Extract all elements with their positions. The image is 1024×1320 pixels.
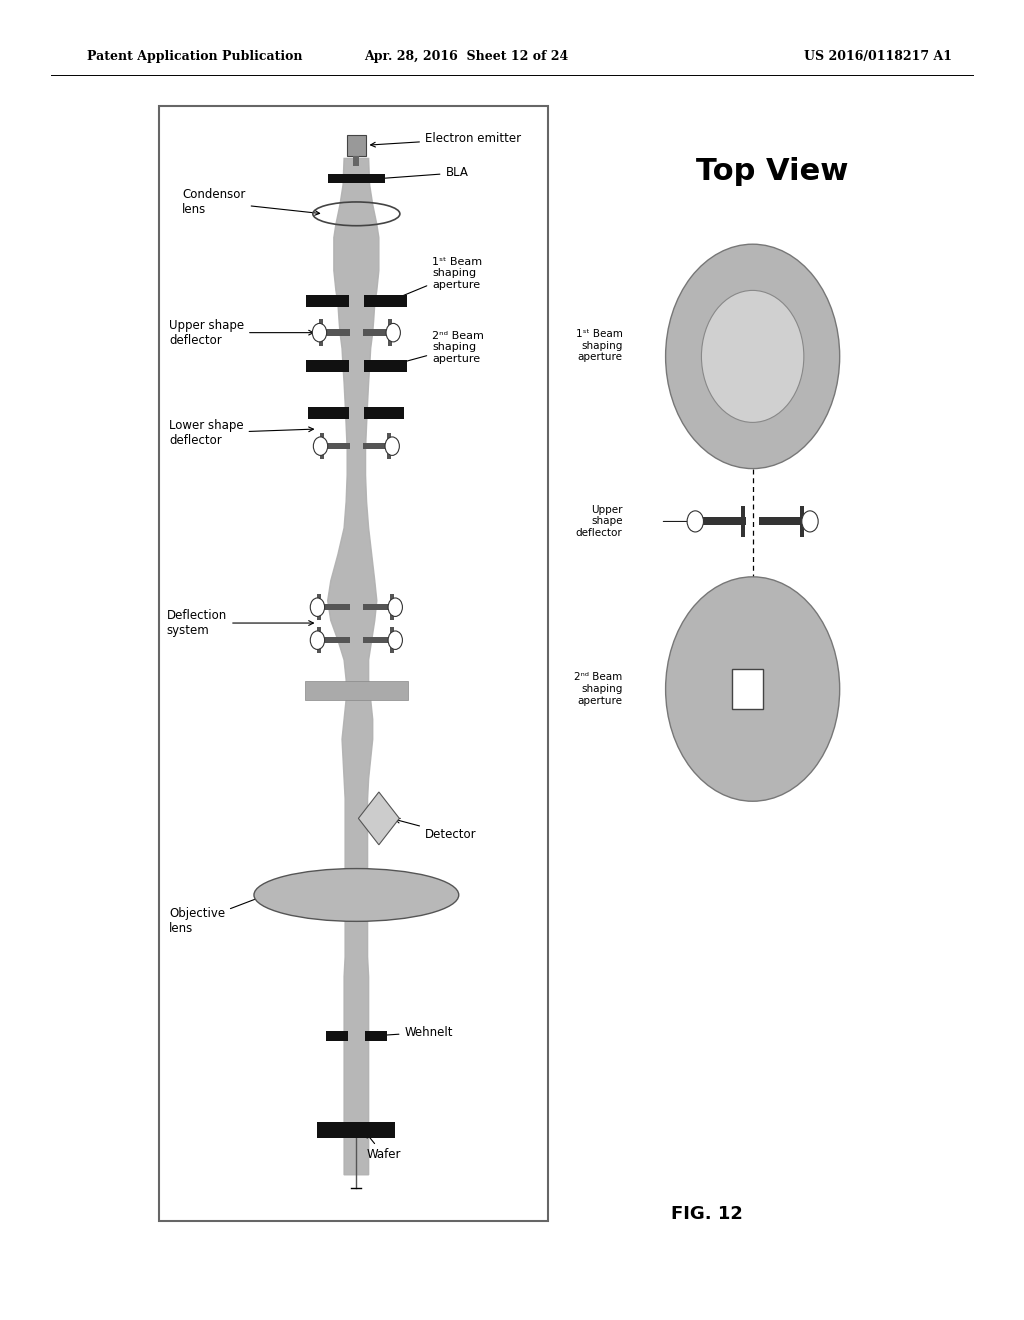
- Bar: [362, 636, 391, 643]
- Bar: [387, 319, 391, 346]
- Bar: [387, 433, 391, 459]
- Text: 2ⁿᵈ Beam
shaping
aperture: 2ⁿᵈ Beam shaping aperture: [574, 672, 623, 706]
- Bar: [319, 433, 324, 459]
- Circle shape: [687, 511, 703, 532]
- Bar: [353, 156, 359, 166]
- Bar: [759, 517, 802, 525]
- Bar: [159, 106, 548, 1221]
- Circle shape: [386, 323, 400, 342]
- Bar: [308, 407, 349, 418]
- Circle shape: [310, 631, 325, 649]
- Bar: [324, 442, 349, 449]
- Circle shape: [312, 323, 327, 342]
- Circle shape: [666, 244, 840, 469]
- Bar: [364, 359, 407, 372]
- Text: Upper
shape
deflector: Upper shape deflector: [575, 504, 623, 539]
- Text: Upper shape
deflector: Upper shape deflector: [169, 318, 313, 347]
- Text: US 2016/0118217 A1: US 2016/0118217 A1: [804, 50, 952, 63]
- Bar: [703, 517, 746, 525]
- Bar: [321, 636, 349, 643]
- Circle shape: [385, 437, 399, 455]
- Text: 1ˢᵗ Beam
shaping
aperture: 1ˢᵗ Beam shaping aperture: [394, 256, 482, 300]
- Text: Lower shape
deflector: Lower shape deflector: [169, 418, 313, 447]
- Bar: [362, 442, 389, 449]
- Circle shape: [388, 631, 402, 649]
- Text: Patent Application Publication: Patent Application Publication: [87, 50, 302, 63]
- Bar: [328, 174, 385, 183]
- Text: 2ⁿᵈ Beam
shaping
aperture: 2ⁿᵈ Beam shaping aperture: [394, 330, 484, 366]
- Text: Objective
lens: Objective lens: [169, 896, 262, 936]
- Text: Deflection
system: Deflection system: [167, 609, 313, 638]
- Circle shape: [388, 598, 402, 616]
- Bar: [732, 669, 763, 709]
- Bar: [317, 1122, 395, 1138]
- Bar: [741, 506, 745, 537]
- Bar: [318, 319, 323, 346]
- Bar: [347, 135, 366, 156]
- Bar: [364, 294, 407, 306]
- Text: Apr. 28, 2016  Sheet 12 of 24: Apr. 28, 2016 Sheet 12 of 24: [364, 50, 568, 63]
- Circle shape: [666, 577, 840, 801]
- Text: Electron emitter: Electron emitter: [371, 132, 521, 147]
- Bar: [306, 359, 349, 372]
- Bar: [326, 1031, 348, 1041]
- Bar: [316, 594, 321, 620]
- Bar: [321, 603, 349, 610]
- Bar: [362, 603, 391, 610]
- Ellipse shape: [254, 869, 459, 921]
- Polygon shape: [328, 158, 379, 1175]
- Circle shape: [802, 511, 818, 532]
- Text: Condensor
lens: Condensor lens: [182, 187, 319, 216]
- Bar: [389, 594, 393, 620]
- Bar: [365, 1031, 387, 1041]
- Bar: [364, 407, 404, 418]
- Bar: [306, 294, 349, 306]
- Text: Wafer: Wafer: [366, 1133, 401, 1162]
- Bar: [316, 627, 321, 653]
- Polygon shape: [358, 792, 399, 845]
- Bar: [800, 506, 804, 537]
- Bar: [389, 627, 393, 653]
- Bar: [305, 681, 408, 700]
- Text: FIG. 12: FIG. 12: [671, 1205, 742, 1224]
- Bar: [323, 329, 349, 335]
- Circle shape: [701, 290, 804, 422]
- Circle shape: [310, 598, 325, 616]
- Text: 1ˢᵗ Beam
shaping
aperture: 1ˢᵗ Beam shaping aperture: [575, 329, 623, 363]
- Bar: [362, 329, 389, 335]
- Text: BLA: BLA: [371, 166, 468, 181]
- Text: Wehnelt: Wehnelt: [373, 1026, 453, 1039]
- Circle shape: [313, 437, 328, 455]
- Text: Top View: Top View: [696, 157, 849, 186]
- Text: Detector: Detector: [395, 818, 476, 841]
